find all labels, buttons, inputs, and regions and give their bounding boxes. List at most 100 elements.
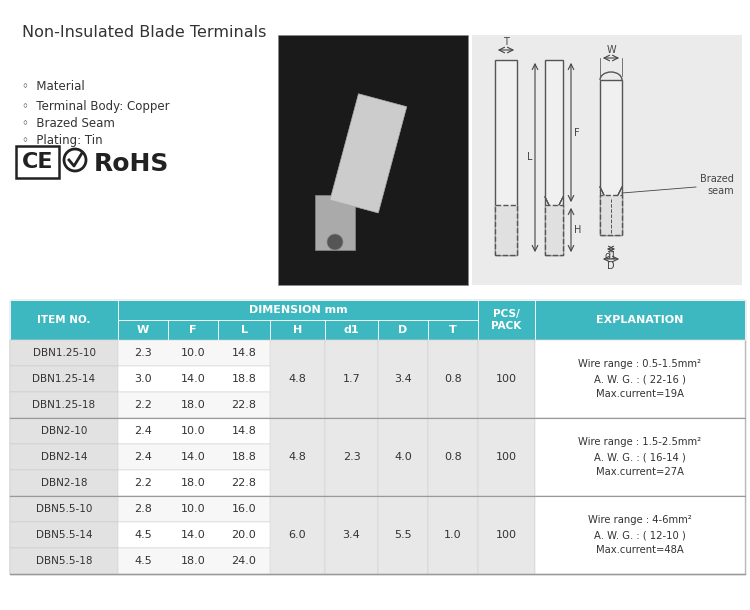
Text: F: F [574,127,580,137]
Text: DBN5.5-14: DBN5.5-14 [36,530,92,540]
Text: 100: 100 [496,530,517,540]
Text: ◦  Material: ◦ Material [22,80,85,93]
Text: 14.0: 14.0 [181,452,206,462]
Bar [10,522,118,548]
Bar [315,195,355,250]
Text: W: W [606,45,616,55]
Text: ◦  Terminal Body: Copper: ◦ Terminal Body: Copper [22,100,170,113]
Bar [10,470,745,496]
Bar [545,60,563,255]
Text: 22.8: 22.8 [232,400,256,410]
Text: L: L [241,325,248,335]
Text: 1.0: 1.0 [444,530,462,540]
Bar [270,496,325,574]
Bar [10,548,745,574]
Text: D: D [608,261,615,271]
Bar [478,300,535,340]
Text: 14.0: 14.0 [181,530,206,540]
Text: DBN2-18: DBN2-18 [40,478,87,488]
Text: DBN1.25-10: DBN1.25-10 [32,348,95,358]
Bar [10,548,118,574]
Text: PCS/
PACK: PCS/ PACK [491,309,522,331]
Bar [428,496,478,574]
Bar [535,300,745,340]
Text: 4.5: 4.5 [134,556,152,566]
Text: F: F [189,325,196,335]
Bar [495,205,517,255]
Bar [10,470,118,496]
Text: 3.0: 3.0 [134,374,152,384]
Text: 2.8: 2.8 [134,504,152,514]
Text: 0.8: 0.8 [444,374,462,384]
Text: 4.8: 4.8 [289,374,307,384]
Text: H: H [292,325,302,335]
Text: 4.0: 4.0 [394,452,412,462]
Text: DBN5.5-10: DBN5.5-10 [36,504,92,514]
Text: Wire range : 1.5-2.5mm²
A. W. G. : ( 16-14 )
Max.current=27A: Wire range : 1.5-2.5mm² A. W. G. : ( 16-… [578,437,701,477]
Text: EXPLANATION: EXPLANATION [596,315,684,325]
Text: 14.8: 14.8 [232,426,256,436]
Text: L: L [526,152,532,162]
Bar [10,444,745,470]
Bar [10,522,745,548]
Text: DBN5.5-18: DBN5.5-18 [36,556,92,566]
Text: H: H [574,225,581,235]
Bar [535,340,745,418]
Text: 3.4: 3.4 [343,530,360,540]
Bar [325,418,378,496]
Text: 5.5: 5.5 [394,530,412,540]
Text: 4.8: 4.8 [289,452,307,462]
Text: 18.0: 18.0 [181,400,206,410]
Bar [428,418,478,496]
Text: Brazed
seam: Brazed seam [700,174,734,196]
Bar [10,300,745,574]
Text: CE: CE [22,152,53,172]
Bar [378,320,428,340]
Bar [118,320,168,340]
Bar [10,392,745,418]
Bar [10,340,745,366]
Text: ◦  Plating: Tin: ◦ Plating: Tin [22,134,103,147]
Bar [428,320,478,340]
Text: 10.0: 10.0 [181,348,206,358]
Bar [10,366,745,392]
Bar [10,366,118,392]
Text: d1: d1 [604,251,617,261]
Bar [10,340,118,366]
Text: d1: d1 [344,325,359,335]
Bar [10,418,745,444]
Text: T: T [503,37,509,47]
Text: 2.3: 2.3 [343,452,360,462]
Bar [10,444,118,470]
Bar [428,340,478,418]
Text: T: T [449,325,457,335]
Text: 2.2: 2.2 [134,478,152,488]
Text: 16.0: 16.0 [232,504,256,514]
Text: 4.5: 4.5 [134,530,152,540]
Text: DBN2-14: DBN2-14 [40,452,87,462]
Text: 3.4: 3.4 [394,374,412,384]
Bar [325,496,378,574]
Circle shape [327,234,343,250]
Text: 18.8: 18.8 [232,452,256,462]
Bar [218,320,270,340]
Bar [535,418,745,496]
Text: 6.0: 6.0 [289,530,306,540]
Text: 100: 100 [496,452,517,462]
Text: 14.0: 14.0 [181,374,206,384]
Text: DBN2-10: DBN2-10 [40,426,87,436]
Bar [330,94,406,213]
Bar [478,340,535,418]
Bar [10,418,118,444]
Text: 18.0: 18.0 [181,556,206,566]
Text: DBN1.25-14: DBN1.25-14 [32,374,95,384]
Text: 22.8: 22.8 [232,478,256,488]
Bar [478,496,535,574]
Bar [535,496,745,574]
Text: 10.0: 10.0 [181,504,206,514]
Bar [270,340,325,418]
Bar [118,300,478,320]
Bar [378,340,428,418]
Bar [278,35,468,285]
Text: RoHS: RoHS [94,152,170,176]
